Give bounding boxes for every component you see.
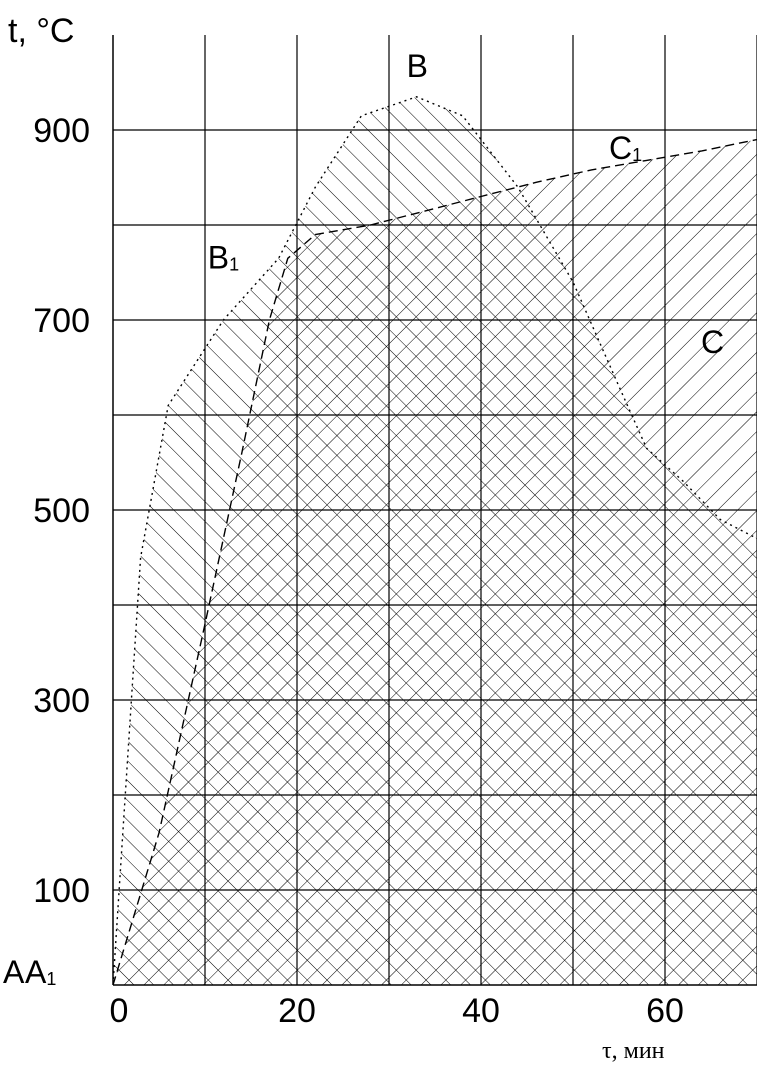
point-label-a1: A1 [25,954,56,990]
point-label-c: C [701,324,724,360]
x-axis-label: τ, мин [602,1038,665,1064]
grid [113,35,757,985]
region-under-curve-a1b1c1 [113,139,757,985]
x-tick-label: 40 [462,992,500,1030]
tick-labels: 100 300 500 700 900 0 20 40 60 [33,112,684,1030]
y-tick-label: 100 [33,872,90,910]
series-line-a1b1c1 [113,138,757,985]
hatched-regions [113,96,757,985]
series-line-abc [113,96,757,985]
x-tick-label: 20 [278,992,316,1030]
y-axis-label: t, °C [8,12,75,50]
y-tick-label: 700 [33,302,90,340]
series [113,96,757,985]
point-label-b1: B1 [208,239,239,275]
point-label-c1: C1 [609,130,642,166]
y-tick-label: 500 [33,492,90,530]
x-tick-label: 60 [646,992,684,1030]
y-tick-label: 900 [33,112,90,150]
y-tick-label: 300 [33,682,90,720]
x-tick-label: 0 [110,992,129,1030]
point-label-a: A [3,954,25,990]
point-label-b: B [407,48,428,84]
